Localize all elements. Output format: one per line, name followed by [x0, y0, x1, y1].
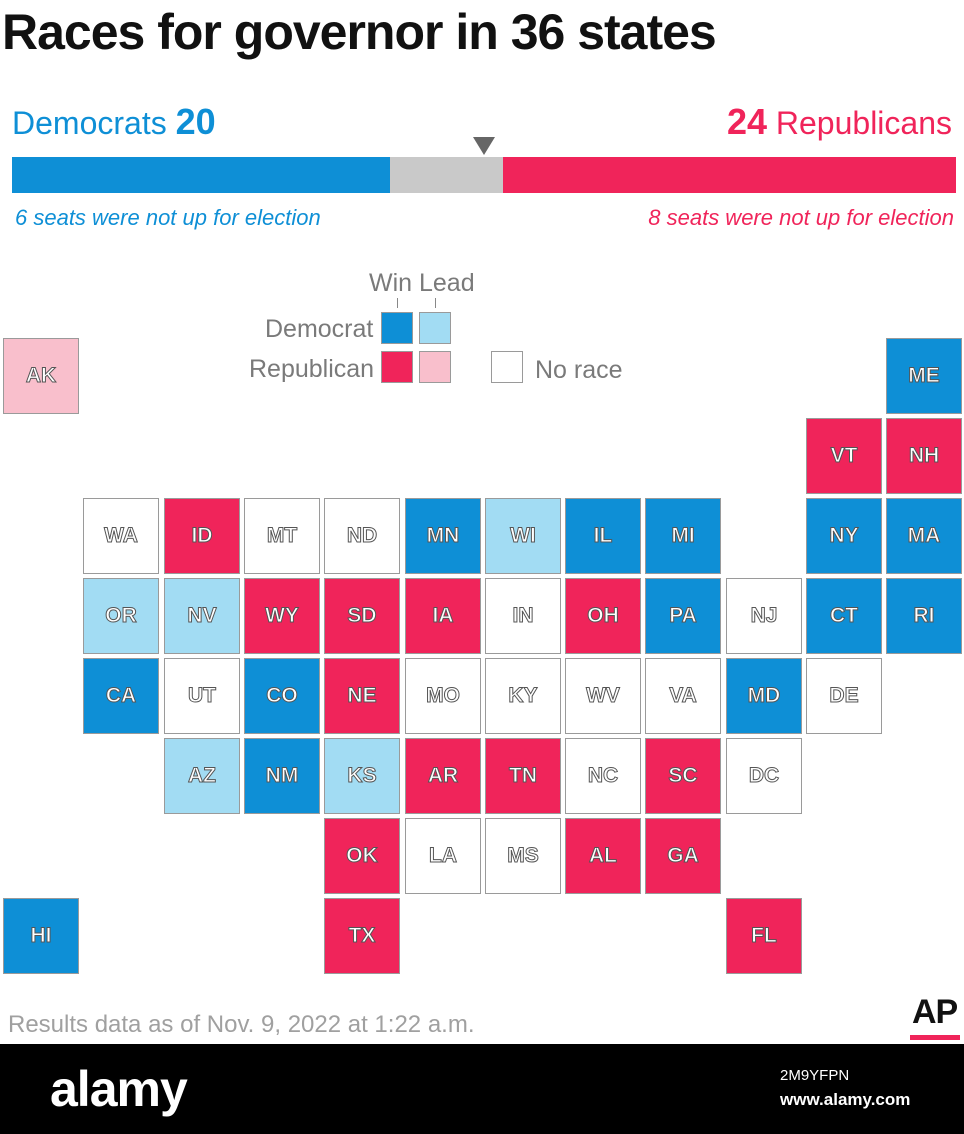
ap-logo-underline	[910, 1035, 960, 1040]
state-tile-md: MD	[726, 658, 802, 734]
state-tile-ny: NY	[806, 498, 882, 574]
legend-no-race-label: No race	[535, 356, 623, 384]
alamy-logo: alamy	[50, 1061, 188, 1117]
legend-dem-win-swatch	[381, 312, 413, 344]
legend-lead-tick	[435, 298, 436, 308]
state-tile-in: IN	[485, 578, 561, 654]
state-tile-wa: WA	[83, 498, 159, 574]
state-tile-ca: CA	[83, 658, 159, 734]
state-tile-tn: TN	[485, 738, 561, 814]
state-tile-wi: WI	[485, 498, 561, 574]
state-tile-ma: MA	[886, 498, 962, 574]
state-tile-ia: IA	[405, 578, 481, 654]
state-tile-vt: VT	[806, 418, 882, 494]
state-tile-ne: NE	[324, 658, 400, 734]
state-tile-mn: MN	[405, 498, 481, 574]
rep-seats-segment	[503, 157, 956, 193]
state-tile-mo: MO	[405, 658, 481, 734]
state-tile-or: OR	[83, 578, 159, 654]
majority-marker-icon	[473, 137, 495, 155]
state-tile-mt: MT	[244, 498, 320, 574]
legend-democrat-label: Democrat	[265, 315, 374, 343]
state-tile-ga: GA	[645, 818, 721, 894]
rep-not-up-note: 8 seats were not up for election	[648, 205, 954, 230]
state-tile-fl: FL	[726, 898, 802, 974]
state-tile-me: ME	[886, 338, 962, 414]
state-tile-ks: KS	[324, 738, 400, 814]
undecided-seats-segment	[390, 157, 503, 193]
state-tile-ms: MS	[485, 818, 561, 894]
democrats-label: Democrats	[12, 105, 167, 141]
seat-balance-bar	[12, 157, 956, 193]
state-tile-de: DE	[806, 658, 882, 734]
state-tile-il: IL	[565, 498, 641, 574]
state-tile-wv: WV	[565, 658, 641, 734]
democrats-summary: Democrats 20	[12, 100, 216, 145]
state-tile-ky: KY	[485, 658, 561, 734]
democrats-count: 20	[175, 101, 216, 142]
state-tile-oh: OH	[565, 578, 641, 654]
state-tile-id: ID	[164, 498, 240, 574]
legend-win-tick	[397, 298, 398, 308]
dem-not-up-note: 6 seats were not up for election	[15, 205, 321, 230]
legend-republican-label: Republican	[249, 355, 375, 383]
state-tile-nd: ND	[324, 498, 400, 574]
state-tile-dc: DC	[726, 738, 802, 814]
republicans-summary: 24 Republicans	[727, 100, 952, 145]
dem-seats-segment	[12, 157, 390, 193]
state-tile-ri: RI	[886, 578, 962, 654]
state-tile-ok: OK	[324, 818, 400, 894]
state-tile-ut: UT	[164, 658, 240, 734]
state-tile-az: AZ	[164, 738, 240, 814]
state-tile-tx: TX	[324, 898, 400, 974]
state-tile-la: LA	[405, 818, 481, 894]
watermark-url: www.alamy.com	[780, 1090, 911, 1109]
republicans-label: Republicans	[775, 105, 952, 141]
state-tile-ar: AR	[405, 738, 481, 814]
state-tile-va: VA	[645, 658, 721, 734]
legend-rep-lead-swatch	[419, 351, 451, 383]
state-tile-nv: NV	[164, 578, 240, 654]
state-tile-al: AL	[565, 818, 641, 894]
state-tile-hi: HI	[3, 898, 79, 974]
ap-logo: AP	[912, 993, 958, 1031]
state-tile-sc: SC	[645, 738, 721, 814]
state-tile-ct: CT	[806, 578, 882, 654]
state-tile-nc: NC	[565, 738, 641, 814]
legend-no-race-swatch	[491, 351, 523, 383]
legend-rep-win-swatch	[381, 351, 413, 383]
state-tile-nm: NM	[244, 738, 320, 814]
page-title: Races for governor in 36 states	[2, 4, 717, 60]
legend-dem-lead-swatch	[419, 312, 451, 344]
state-tile-wy: WY	[244, 578, 320, 654]
image-id: 2M9YFPN	[780, 1067, 850, 1084]
state-tile-mi: MI	[645, 498, 721, 574]
legend-lead-label: Lead	[419, 269, 475, 297]
state-tile-nj: NJ	[726, 578, 802, 654]
legend-win-label: Win	[369, 269, 413, 297]
state-tile-ak: AK	[3, 338, 79, 414]
state-tile-sd: SD	[324, 578, 400, 654]
state-tile-co: CO	[244, 658, 320, 734]
watermark-bar	[0, 1044, 964, 1134]
state-tile-pa: PA	[645, 578, 721, 654]
source-note: Results data as of Nov. 9, 2022 at 1:22 …	[8, 1011, 475, 1038]
state-tile-nh: NH	[886, 418, 962, 494]
republicans-count: 24	[726, 101, 767, 142]
